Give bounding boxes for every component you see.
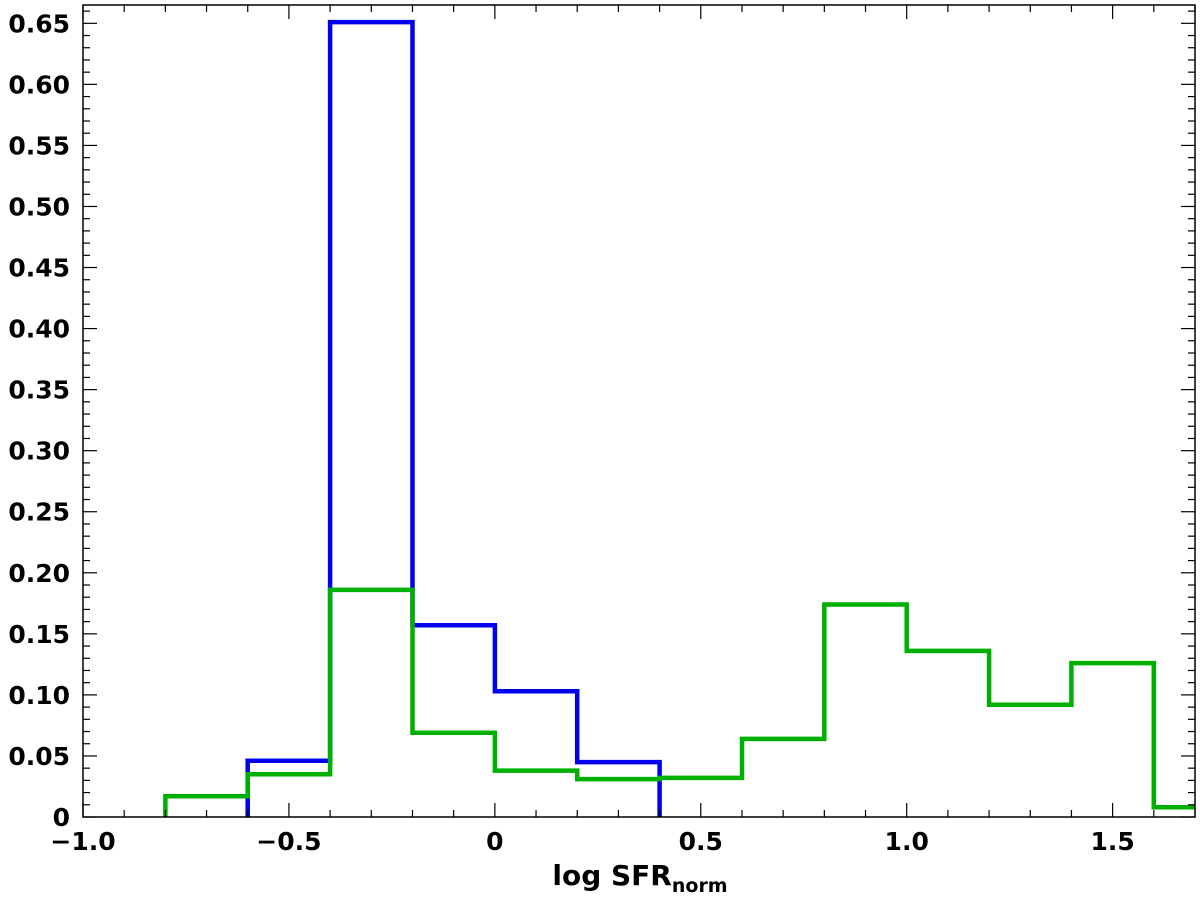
x-tick-label: 1.0 xyxy=(885,827,929,856)
y-tick-label: 0.30 xyxy=(8,437,70,466)
y-tick-label: 0.15 xyxy=(8,620,70,649)
y-tick-label: 0.65 xyxy=(8,9,70,38)
x-tick-label: 0.5 xyxy=(679,827,723,856)
y-tick-label: 0.55 xyxy=(8,131,70,160)
y-tick-label: 0.10 xyxy=(8,681,70,710)
series-green-histogram xyxy=(163,587,1195,817)
y-tick-label: 0.45 xyxy=(8,254,70,283)
series-blue-histogram xyxy=(245,19,662,817)
y-tick-label: 0.50 xyxy=(8,192,70,221)
series-layer xyxy=(163,19,1195,817)
x-tick-labels: −1.0 −0.5 0 0.5 1.0 1.5 xyxy=(50,827,1134,856)
x-axis-title-subscript: norm xyxy=(672,875,728,897)
y-tick-label: 0.25 xyxy=(8,498,70,527)
y-tick-label: 0.20 xyxy=(8,559,70,588)
y-tick-label: 0.05 xyxy=(8,742,70,771)
x-axis-title-main: log SFR xyxy=(552,859,671,892)
x-tick-label: −1.0 xyxy=(50,827,115,856)
y-tick-label: 0 xyxy=(53,803,70,832)
x-tick-label: 0 xyxy=(486,827,503,856)
y-tick-label: 0.60 xyxy=(8,70,70,99)
plot-frame xyxy=(82,4,1196,818)
y-tick-label: 0.35 xyxy=(8,376,70,405)
y-tick-label: 0.40 xyxy=(8,315,70,344)
x-tick-label: −0.5 xyxy=(256,827,321,856)
x-tick-label: 1.5 xyxy=(1090,827,1134,856)
y-tick-labels: 0 0.05 0.10 0.15 0.20 0.25 0.30 0.35 0.40 0.45 0.5… xyxy=(8,9,70,832)
x-axis-title: log SFRnorm xyxy=(552,859,727,897)
tick-layer xyxy=(82,5,1196,818)
